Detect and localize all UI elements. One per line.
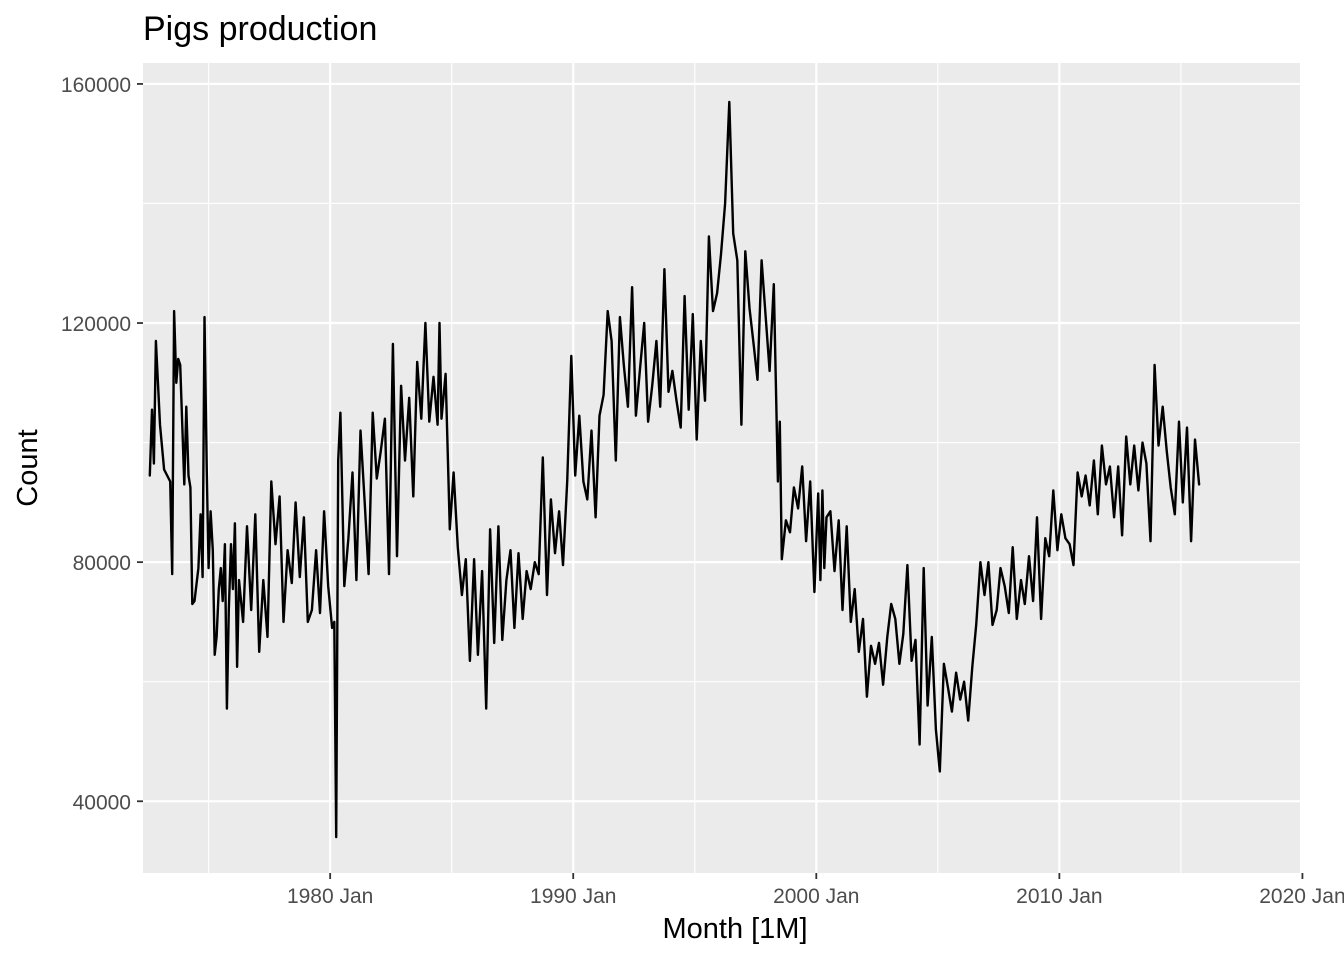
- y-axis-title: Count: [12, 429, 44, 506]
- x-tick-label: 1990 Jan: [530, 885, 616, 908]
- y-axis: 40000 80000 120000 160000: [61, 74, 143, 814]
- y-tick-label: 160000: [61, 74, 131, 97]
- plot-panel: [143, 63, 1300, 873]
- series-line: [148, 100, 1201, 839]
- x-tick-label: 2020 Jan: [1259, 885, 1344, 908]
- x-axis-title: Month [1M]: [662, 913, 807, 945]
- y-tick-label: 40000: [73, 791, 131, 814]
- y-tick-label: 120000: [61, 313, 131, 336]
- x-tick-label: 1980 Jan: [287, 885, 373, 908]
- major-gridlines: [143, 63, 1304, 873]
- minor-gridlines: [143, 63, 1300, 873]
- x-tick-label: 2010 Jan: [1016, 885, 1102, 908]
- y-tick-label: 80000: [73, 552, 131, 575]
- chart-title: Pigs production: [143, 10, 377, 48]
- x-axis: 1980 Jan 1990 Jan 2000 Jan 2010 Jan 2020 Jan: [287, 873, 1344, 908]
- x-tick-label: 2000 Jan: [773, 885, 859, 908]
